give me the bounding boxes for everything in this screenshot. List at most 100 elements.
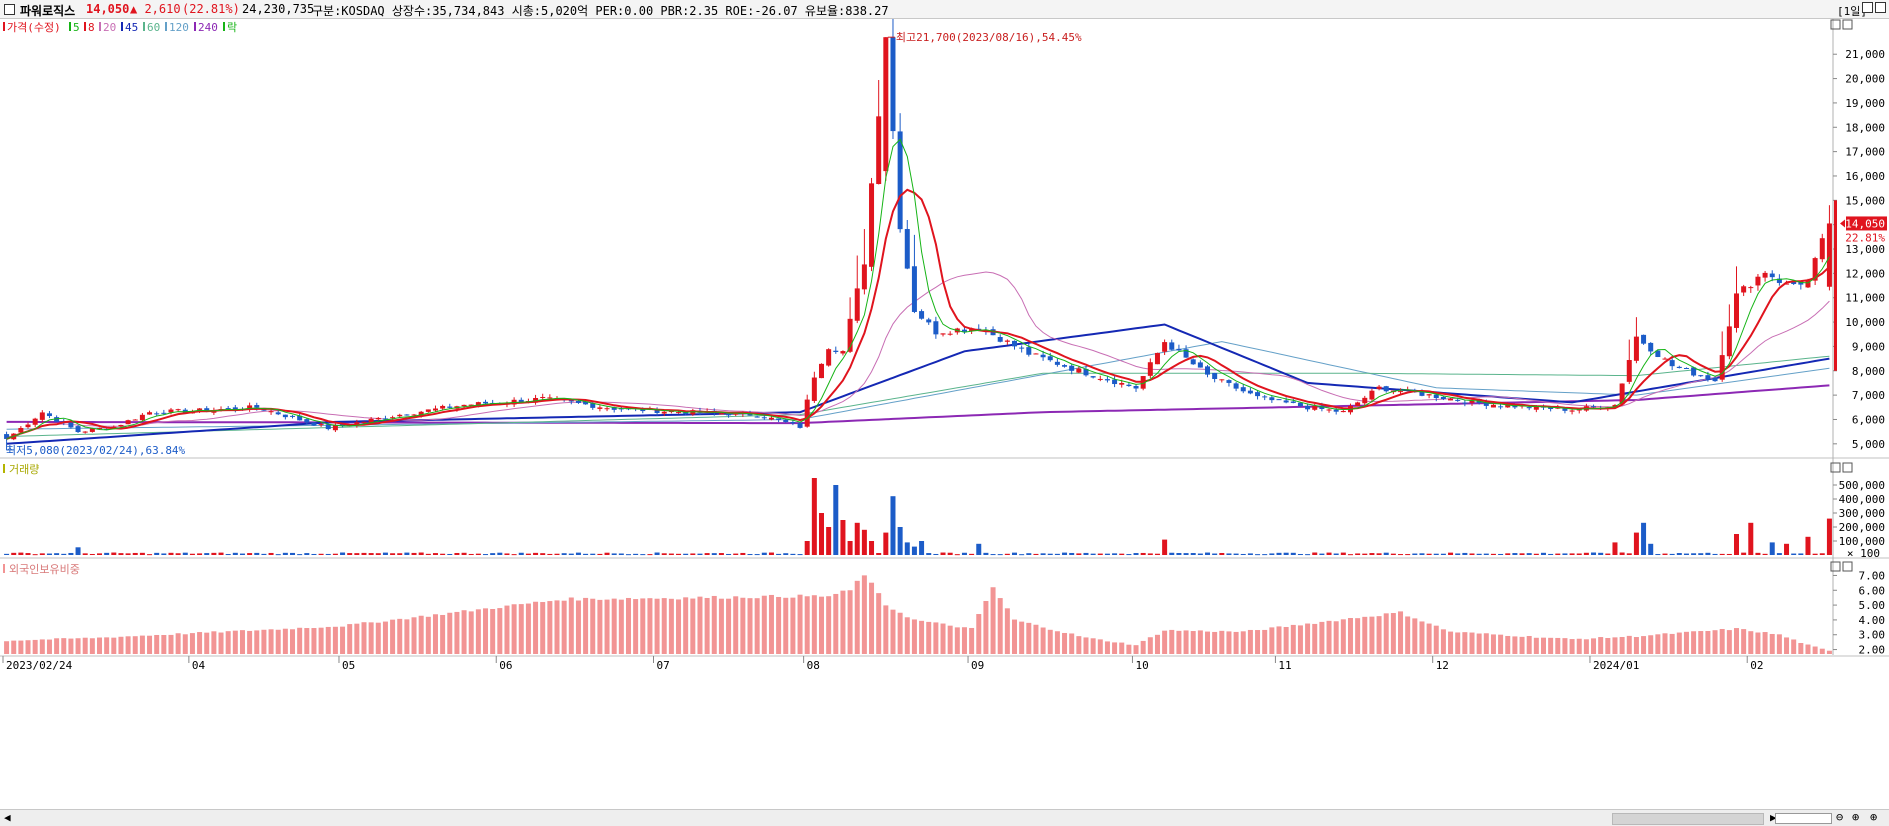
foreign-bar [518,604,524,654]
foreign-bar [225,631,231,654]
foreign-bar [375,622,381,654]
volume-bar [683,553,689,555]
candle [1012,340,1018,347]
volume-bar [454,552,460,555]
volume-bar [1076,553,1082,555]
scroll-thumb[interactable] [1612,813,1764,825]
y-tick-label: 16,000 [1845,170,1885,183]
candle [1512,405,1518,408]
foreign-bar [239,630,245,654]
menu-box-icon[interactable] [4,4,15,15]
zoom-out-icon[interactable]: ⊖ [1836,810,1844,824]
foreign-bar [1505,635,1511,654]
volume-bar [997,554,1003,556]
volume-bar [1104,553,1110,555]
foreign-bar [611,598,617,654]
ma240-line [6,384,1830,425]
volume-bar [1712,553,1718,555]
foreign-bar [540,602,546,654]
foreign-bar [61,638,67,654]
volume-bar [1012,552,1018,555]
legend-swatch [69,22,71,31]
volume-bar [876,552,882,555]
volume-bar [1340,552,1346,555]
close-icon[interactable] [1875,2,1886,13]
foreign-bar [1305,623,1311,654]
y-tick-label: 12,000 [1845,267,1885,280]
period-selector[interactable]: [1일] [1837,5,1867,18]
legend-swatch [3,22,5,31]
legend-swatch [143,22,145,31]
foreign-bar [1455,632,1461,654]
volume-bar [497,552,503,555]
zoom-reset-icon[interactable]: ⊕ [1852,810,1860,824]
foreign-bar [4,641,10,654]
candle [568,400,574,402]
volume-bar [304,553,310,555]
stock-name[interactable]: 파워로직스 [20,4,76,18]
volume-bar [147,554,153,556]
foreign-bar [1476,633,1482,654]
volume-bar [654,552,660,555]
foreign-bar [647,598,653,654]
price-change-percent: (22.81%) [182,2,240,16]
foreign-bar [718,598,724,654]
volume-bar [518,552,524,555]
foreign-bar [1355,618,1361,654]
stock-chart[interactable]: 5,000 6,000 7,000 8,000 9,000 10,000 11,000 12,… [0,19,1889,809]
foreign-bar [382,621,388,654]
foreign-bar [1240,631,1246,654]
volume-bar [418,552,424,555]
foreign-bar [1705,631,1711,654]
candle [1683,368,1689,370]
scroll-right-icon[interactable]: ▶ [1770,811,1777,824]
foreign-bar [668,598,674,654]
y-tick-label: 18,000 [1845,121,1885,134]
candle [1440,396,1446,400]
candle [340,423,346,426]
candle [404,414,410,416]
candle [1090,376,1096,378]
volume-bar [1212,553,1218,555]
foreign-bar [104,637,110,654]
candle [1197,362,1203,368]
x-tick-label: 02 [1750,659,1763,672]
foreign-bar [139,635,145,654]
volume-bar [189,553,195,555]
foreign-bar [876,593,882,654]
candle [1762,272,1768,278]
candle [768,417,774,420]
volume-bar [332,553,338,555]
candle [1212,372,1218,380]
scroll-left-icon[interactable]: ◀ [4,811,11,824]
y-tick-label: 9,000 [1852,340,1885,353]
foreign-bar [1683,631,1689,654]
foreign-bar [525,603,531,654]
candle [1826,223,1832,287]
foreign-bar [547,601,553,654]
candle [468,404,474,406]
volume-bar [411,552,417,555]
volume-bar [475,553,481,555]
candle [1283,400,1289,403]
chart-scrollbar[interactable]: ◀ ▶ ⊖ ⊕ ⊕ [0,809,1889,826]
foreign-bar [1083,637,1089,654]
candle [1069,365,1075,371]
volume-bar [325,553,331,555]
foreign-bar [1512,636,1518,654]
foreign-bar [1569,639,1575,654]
foreign-bar [926,621,932,654]
volume-bar [1190,553,1196,555]
foreign-bar [961,627,967,654]
zoom-slider[interactable] [1775,813,1832,824]
volume-bar [118,553,124,555]
zoom-in-icon[interactable]: ⊕ [1870,810,1878,824]
volume-bar [368,553,374,555]
foreign-bar [826,596,832,654]
candle [1433,394,1439,399]
volume-bar [1448,552,1454,555]
volume-bar [704,553,710,555]
maximize-icon[interactable] [1862,2,1873,13]
foreign-bar [275,629,281,654]
foreign-bar [404,619,410,654]
